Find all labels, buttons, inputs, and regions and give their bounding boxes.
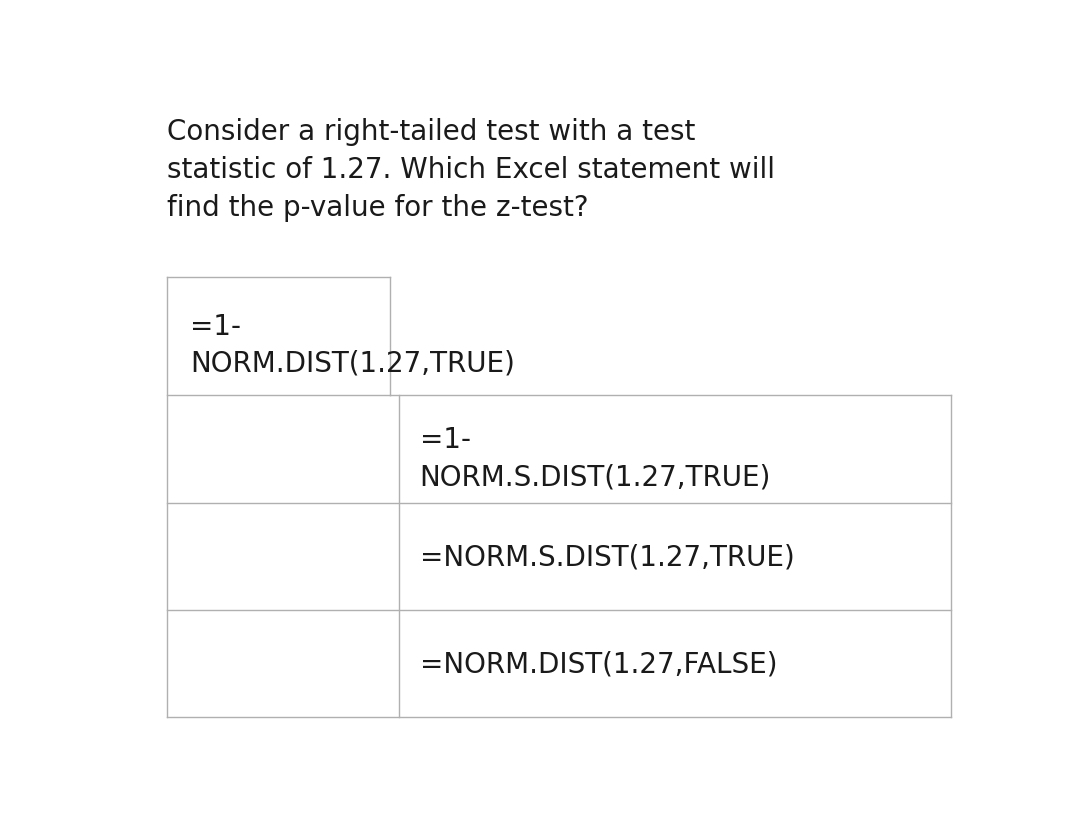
Text: =NORM.S.DIST(1.27,TRUE): =NORM.S.DIST(1.27,TRUE)	[420, 543, 794, 571]
Text: =1-
NORM.S.DIST(1.27,TRUE): =1- NORM.S.DIST(1.27,TRUE)	[420, 426, 771, 490]
Text: =NORM.DIST(1.27,FALSE): =NORM.DIST(1.27,FALSE)	[420, 649, 778, 677]
Text: =1-
NORM.DIST(1.27,TRUE): =1- NORM.DIST(1.27,TRUE)	[190, 313, 515, 377]
Text: Consider a right-tailed test with a test
statistic of 1.27. Which Excel statemen: Consider a right-tailed test with a test…	[166, 118, 774, 222]
